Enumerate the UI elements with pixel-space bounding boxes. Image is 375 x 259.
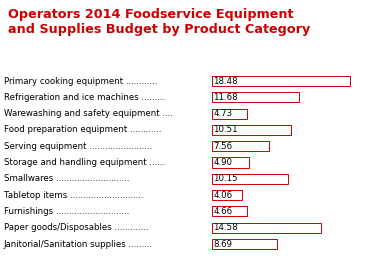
Bar [212, 174, 288, 184]
Bar [212, 157, 249, 168]
Text: 4.90: 4.90 [213, 158, 232, 167]
Text: Janitorial/Sanitation supplies .........: Janitorial/Sanitation supplies ......... [4, 240, 153, 249]
Bar [212, 125, 291, 135]
Text: 10.15: 10.15 [213, 174, 238, 183]
Text: Serving equipment ........................: Serving equipment ......................… [4, 142, 152, 151]
Text: Primary cooking equipment ............: Primary cooking equipment ............ [4, 76, 157, 85]
Text: 18.48: 18.48 [213, 76, 238, 85]
Text: Paper goods/Disposables .............: Paper goods/Disposables ............. [4, 223, 148, 232]
Text: Operators 2014 Foodservice Equipment
and Supplies Budget by Product Category: Operators 2014 Foodservice Equipment and… [8, 8, 310, 36]
Text: 14.58: 14.58 [213, 223, 238, 232]
Text: 7.56: 7.56 [213, 142, 232, 151]
Bar [212, 206, 247, 217]
Text: 4.66: 4.66 [213, 207, 232, 216]
Text: 11.68: 11.68 [213, 93, 238, 102]
Text: 10.51: 10.51 [213, 125, 238, 134]
Text: Storage and handling equipment ......: Storage and handling equipment ...... [4, 158, 165, 167]
Bar [212, 109, 248, 119]
Text: Tabletop items ............................: Tabletop items .........................… [4, 191, 143, 200]
Text: Food preparation equipment ............: Food preparation equipment ............ [4, 125, 161, 134]
Bar [212, 92, 300, 102]
Bar [212, 223, 321, 233]
Bar [212, 141, 268, 151]
Bar [212, 76, 351, 86]
Text: 4.73: 4.73 [213, 109, 232, 118]
Bar [212, 239, 277, 249]
Bar [212, 190, 242, 200]
Text: Smallwares ............................: Smallwares ............................ [4, 174, 129, 183]
Text: 8.69: 8.69 [213, 240, 232, 249]
Text: Warewashing and safety equipment ....: Warewashing and safety equipment .... [4, 109, 172, 118]
Text: Furnishings ............................: Furnishings ............................ [4, 207, 129, 216]
Text: Refrigeration and ice machines .........: Refrigeration and ice machines ......... [4, 93, 165, 102]
Text: 4.06: 4.06 [213, 191, 232, 200]
